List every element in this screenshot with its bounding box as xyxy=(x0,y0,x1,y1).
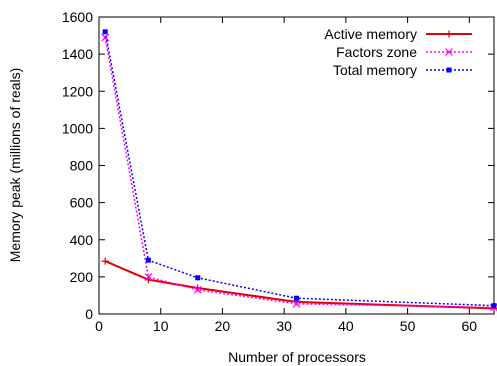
data-point-factors-zone xyxy=(292,299,301,308)
legend-item-factors-zone: Factors zone xyxy=(336,44,472,60)
y-axis-label: Memory peak (millions of reals) xyxy=(7,68,23,263)
series-factors-zone xyxy=(101,33,497,312)
ticks: 0 10 20 30 40 50 60020040060080010001200140016… xyxy=(62,9,494,334)
legend-label: Active memory xyxy=(324,26,417,42)
legend-item-total-memory: Total memory xyxy=(333,62,472,78)
x-tick-label: 10 xyxy=(153,318,169,334)
x-tick-label: 40 xyxy=(338,318,354,334)
x-tick-label: 60 xyxy=(462,318,478,334)
y-tick-label: 1200 xyxy=(62,83,93,99)
series-total-memory xyxy=(102,29,497,309)
data-point-active-memory xyxy=(101,257,109,265)
data-point-total-memory xyxy=(195,275,201,281)
data-point-total-memory xyxy=(294,295,299,301)
y-tick-label: 600 xyxy=(70,195,94,211)
series-line-factors-zone xyxy=(104,37,495,309)
axes xyxy=(98,16,495,315)
series-layer xyxy=(101,29,497,312)
data-point-factors-zone xyxy=(101,33,110,42)
y-tick-label: 1000 xyxy=(62,120,93,136)
legend-label: Factors zone xyxy=(336,44,417,60)
y-tick-label: 0 xyxy=(85,306,93,322)
data-point-total-memory xyxy=(145,257,151,263)
legend: Active memory Factors zone Total memory xyxy=(324,26,472,78)
x-tick-label: 30 xyxy=(276,318,292,334)
data-point-total-memory xyxy=(491,303,497,309)
legend-item-active-memory: Active memory xyxy=(324,26,472,42)
series-line-total-memory xyxy=(104,31,495,307)
x-tick-label: 20 xyxy=(215,318,231,334)
data-point-total-memory xyxy=(102,29,108,35)
plot-frame xyxy=(98,16,495,315)
data-point-factors-zone xyxy=(193,285,202,294)
y-tick-label: 200 xyxy=(70,269,94,285)
legend-marker xyxy=(445,48,453,56)
data-point-factors-zone xyxy=(144,272,153,281)
y-tick-label: 1400 xyxy=(62,46,93,62)
legend-marker xyxy=(446,67,452,73)
x-axis-label: Number of processors xyxy=(228,349,366,365)
legend-marker xyxy=(445,30,453,38)
legend-label: Total memory xyxy=(333,62,417,78)
y-tick-label: 800 xyxy=(70,158,94,174)
y-tick-label: 1600 xyxy=(62,9,93,25)
y-tick-label: 400 xyxy=(70,232,94,248)
x-tick-label: 50 xyxy=(400,318,416,334)
x-tick-label: 0 xyxy=(95,318,103,334)
